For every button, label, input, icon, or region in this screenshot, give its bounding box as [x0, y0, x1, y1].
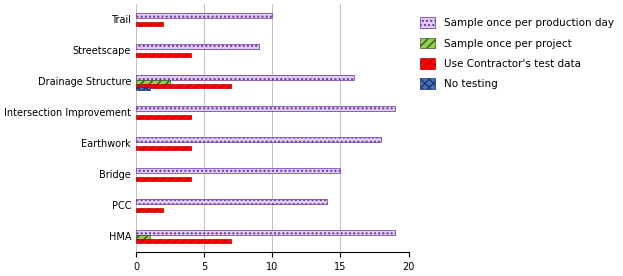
Bar: [136, 44, 259, 49]
Bar: [136, 235, 150, 239]
Bar: [136, 146, 191, 150]
Bar: [136, 53, 191, 57]
Bar: [136, 177, 191, 181]
Bar: [136, 87, 150, 90]
Bar: [136, 13, 272, 18]
Bar: [136, 208, 163, 211]
Bar: [136, 80, 170, 84]
Bar: [136, 106, 395, 112]
Bar: [136, 115, 191, 118]
Bar: [136, 137, 381, 142]
Bar: [136, 22, 163, 26]
Bar: [136, 239, 231, 243]
Bar: [136, 168, 340, 173]
Legend: Sample once per production day, Sample once per project, Use Contractor's test d: Sample once per production day, Sample o…: [417, 14, 617, 92]
Bar: [136, 75, 354, 80]
Bar: [136, 199, 327, 205]
Bar: [136, 230, 395, 235]
Bar: [136, 84, 231, 87]
